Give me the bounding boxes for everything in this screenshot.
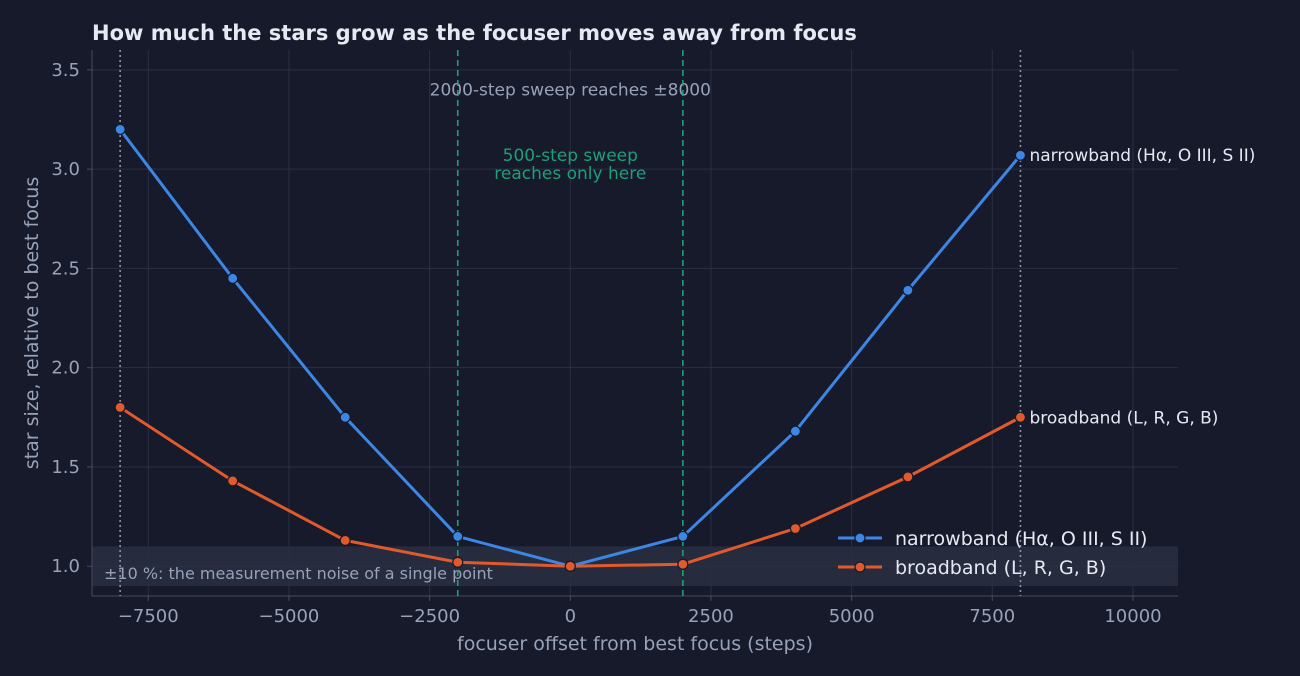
data-point [452,530,464,543]
data-point [1014,149,1027,161]
y-tick-label: 3.0 [51,159,80,180]
x-tick-label: 10000 [1104,606,1161,627]
y-tick-label: 2.5 [51,258,80,279]
data-point [789,425,801,437]
y-tick-label: 1.5 [51,457,80,478]
sweep-500-label-line2: reaches only here [494,164,646,184]
data-point [452,556,464,568]
x-tick-label: −5000 [258,606,319,627]
legend-marker [854,532,866,544]
x-axis-title: focuser offset from best focus (steps) [457,633,813,655]
data-point [227,272,239,284]
data-point [227,475,239,487]
noise-band-label: ±10 %: the measurement noise of a single… [104,564,493,583]
x-tick-label: 5000 [829,606,875,627]
x-tick-label: 0 [565,606,576,627]
data-point [677,530,689,543]
y-tick-label: 3.5 [51,60,80,81]
x-tick-label: 2500 [688,606,734,627]
data-point [902,471,914,483]
sweep-500-label-line1: 500-step sweep [503,146,638,166]
data-point [339,411,351,423]
data-point [114,123,126,136]
data-point [564,560,576,572]
legend-marker [854,561,866,573]
y-tick-label: 1.0 [51,556,80,577]
x-tick-label: 7500 [969,606,1015,627]
y-tick-label: 2.0 [51,358,80,379]
chart-title: How much the stars grow as the focuser m… [92,21,857,45]
series-end-label: narrowband (Hα, O III, S II) [1029,146,1255,166]
data-point [902,284,914,296]
legend-entry: broadband (L, R, G, B) [895,557,1106,579]
sweep-2000-label: 2000-step sweep reaches ±8000 [430,81,711,101]
series-end-label: broadband (L, R, G, B) [1029,408,1218,428]
legend-entry: narrowband (Hα, O III, S II) [895,528,1147,550]
data-point [339,534,351,547]
data-point [789,522,801,535]
data-point [114,401,126,413]
y-axis-title: star size, relative to best focus [21,177,43,469]
data-point [677,558,689,570]
x-tick-label: −2500 [399,606,460,627]
plot-area: −7500 −5000 −2500 0 2500 5000 7500 10000 1.0 1.5 2… [51,50,1255,627]
data-point [1014,411,1027,423]
x-tick-label: −7500 [118,606,179,627]
